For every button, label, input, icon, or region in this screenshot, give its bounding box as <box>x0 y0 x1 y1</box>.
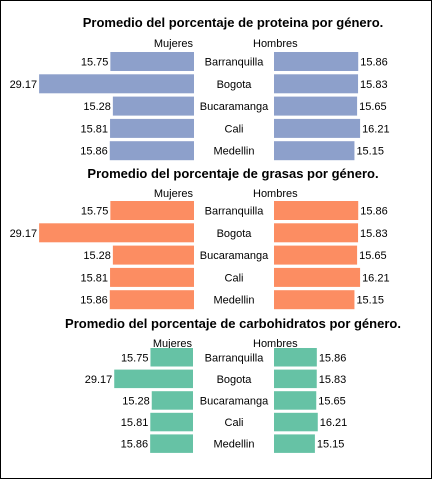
value-label-right: 15.65 <box>359 250 387 262</box>
category-label: Barranquilla <box>205 57 265 69</box>
bar-left-medellin <box>150 434 193 453</box>
value-label-right: 15.15 <box>317 439 345 451</box>
chart-title: Promedio del porcentaje de grasas por gé… <box>87 166 378 181</box>
value-label-right: 15.15 <box>356 146 384 158</box>
bar-right-bucaramanga <box>274 245 358 265</box>
chart-title: Promedio del porcentaje de carbohidratos… <box>65 316 401 331</box>
chart-panel-2: Promedio del porcentaje de grasas por gé… <box>10 166 390 310</box>
bar-left-bogota <box>39 74 194 94</box>
category-label: Cali <box>225 417 244 429</box>
category-label: Bogota <box>217 228 253 240</box>
value-label-right: 15.83 <box>360 228 388 240</box>
bar-right-bucaramanga <box>274 96 358 116</box>
bar-left-barranquilla <box>110 201 194 220</box>
value-label-left: 15.75 <box>81 57 109 69</box>
value-label-right: 15.83 <box>360 79 388 91</box>
bar-left-cali <box>110 267 194 287</box>
bar-left-bucaramanga <box>151 391 193 410</box>
value-label-right: 15.86 <box>360 206 388 218</box>
bar-left-bucaramanga <box>112 245 194 265</box>
bar-right-bogota <box>274 369 317 389</box>
right-series-label: Hombres <box>253 38 298 50</box>
bar-right-bucaramanga <box>274 391 317 410</box>
category-label: Cali <box>225 272 244 284</box>
chart-panel-1: Promedio del porcentaje de proteina por … <box>10 15 390 161</box>
value-label-left: 29.17 <box>85 374 113 386</box>
value-label-right: 15.65 <box>359 101 387 113</box>
value-label-right: 15.86 <box>319 352 347 364</box>
bar-left-barranquilla <box>110 52 194 71</box>
bar-right-cali <box>274 412 318 432</box>
left-series-label: Mujeres <box>153 338 193 350</box>
bar-left-cali <box>110 118 194 138</box>
value-label-left: 15.81 <box>81 272 109 284</box>
chart-title: Promedio del porcentaje de proteina por … <box>83 15 384 30</box>
value-label-left: 15.81 <box>81 123 109 135</box>
category-label: Bucaramanga <box>200 250 269 262</box>
value-label-right: 15.65 <box>318 395 346 407</box>
value-label-left: 15.28 <box>83 101 111 113</box>
value-label-left: 29.17 <box>10 79 38 91</box>
left-series-label: Mujeres <box>154 38 194 50</box>
value-label-right: 16.21 <box>362 272 390 284</box>
category-label: Medellin <box>214 439 255 451</box>
value-label-left: 15.28 <box>122 395 150 407</box>
value-label-left: 15.75 <box>81 206 109 218</box>
bar-left-bucaramanga <box>112 96 194 116</box>
category-label: Bucaramanga <box>200 101 269 113</box>
category-label: Medellin <box>214 295 255 307</box>
category-label: Cali <box>225 123 244 135</box>
value-label-right: 15.15 <box>356 295 384 307</box>
right-series-label: Hombres <box>253 188 298 200</box>
bar-right-barranquilla <box>274 348 317 367</box>
bar-left-bogota <box>39 223 194 243</box>
bar-right-cali <box>274 118 361 138</box>
value-label-left: 15.81 <box>121 417 149 429</box>
value-label-right: 16.21 <box>362 123 390 135</box>
chart-panel-3: Promedio del porcentaje de carbohidratos… <box>65 316 401 453</box>
right-series-label: Hombres <box>253 338 298 350</box>
category-label: Bogota <box>217 79 253 91</box>
value-label-left: 15.28 <box>83 250 111 262</box>
category-label: Barranquilla <box>205 206 265 218</box>
bar-right-medellin <box>274 290 355 310</box>
category-label: Barranquilla <box>205 352 265 364</box>
value-label-right: 16.21 <box>320 417 348 429</box>
bar-right-barranquilla <box>274 52 359 71</box>
value-label-left: 15.75 <box>121 352 149 364</box>
left-series-label: Mujeres <box>154 188 194 200</box>
bar-left-cali <box>150 412 193 432</box>
bar-right-bogota <box>274 223 359 243</box>
value-label-left: 15.86 <box>121 439 149 451</box>
bar-left-bogota <box>114 369 193 389</box>
category-label: Bogota <box>217 374 253 386</box>
value-label-left: 15.86 <box>80 295 108 307</box>
value-label-left: 15.86 <box>80 146 108 158</box>
value-label-left: 29.17 <box>10 228 38 240</box>
bar-right-barranquilla <box>274 201 359 220</box>
bar-left-medellin <box>109 290 194 310</box>
bar-left-barranquilla <box>150 348 193 367</box>
bar-right-medellin <box>274 141 355 161</box>
bar-right-bogota <box>274 74 359 94</box>
bar-right-cali <box>274 267 361 287</box>
bar-right-medellin <box>274 434 315 453</box>
category-label: Medellin <box>214 146 255 158</box>
value-label-right: 15.83 <box>319 374 347 386</box>
value-label-right: 15.86 <box>360 57 388 69</box>
bar-left-medellin <box>109 141 194 161</box>
category-label: Bucaramanga <box>200 395 269 407</box>
